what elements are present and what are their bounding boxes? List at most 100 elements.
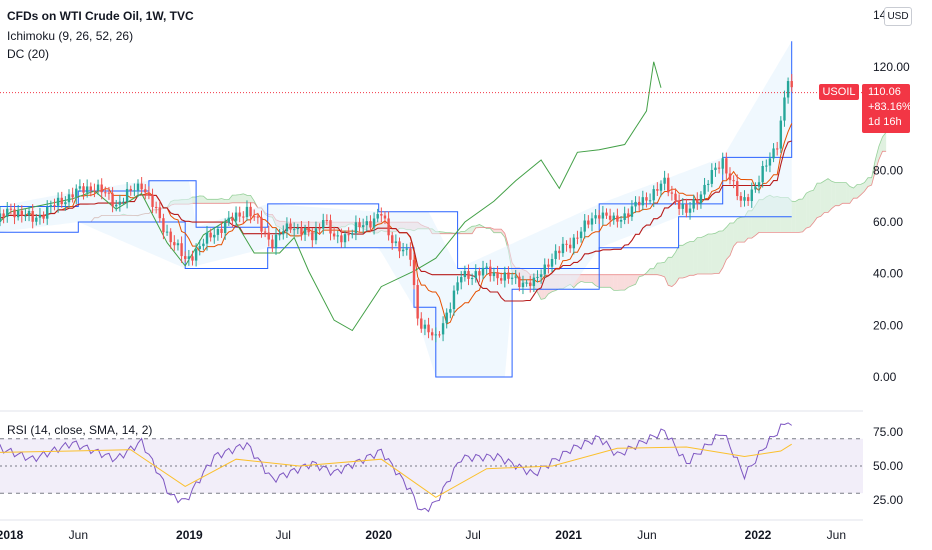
candle <box>656 182 659 196</box>
candle <box>409 242 412 267</box>
candle <box>329 214 332 241</box>
cloud-segment <box>464 228 469 234</box>
y-tick-label: 120.00 <box>873 60 910 74</box>
candle-body <box>67 194 71 203</box>
candle <box>234 206 238 227</box>
candle <box>249 202 252 224</box>
candle <box>147 186 151 200</box>
currency-button[interactable]: USD <box>884 7 912 26</box>
cloud-segment <box>660 262 665 277</box>
candle <box>340 228 343 248</box>
candle <box>652 185 655 208</box>
candle-body <box>420 318 423 329</box>
candle <box>318 223 321 235</box>
cloud-segment <box>708 233 712 274</box>
candle-body <box>369 221 372 228</box>
candle-body <box>423 324 427 329</box>
x-tick-label: 2022 <box>745 528 772 542</box>
candle <box>198 239 201 256</box>
candle <box>438 331 441 338</box>
candle-body <box>303 227 307 235</box>
cloud-segment <box>820 180 825 217</box>
cloud-segment <box>617 274 622 291</box>
candle-body <box>572 237 576 249</box>
y-tick-label: 40.00 <box>873 267 903 281</box>
candle <box>547 258 550 274</box>
candle <box>285 217 289 239</box>
cloud-segment <box>461 231 465 234</box>
candle <box>35 214 38 226</box>
candle-body <box>245 206 249 218</box>
candle <box>42 211 45 224</box>
rsi-legend[interactable]: RSI (14, close, SMA, 14, 2) <box>7 423 153 437</box>
candle <box>434 327 438 343</box>
donchian-channel <box>0 41 793 378</box>
candle <box>568 237 572 253</box>
candle-body <box>717 167 721 169</box>
cloud-segment <box>748 210 752 239</box>
candle <box>521 275 525 295</box>
candle <box>361 218 365 234</box>
candle-body <box>761 165 764 183</box>
candle <box>0 206 2 227</box>
candle <box>231 212 234 228</box>
candle <box>75 184 78 205</box>
candle <box>420 312 423 333</box>
cloud-segment <box>606 274 611 288</box>
candle <box>714 162 717 177</box>
candle-body <box>449 309 452 313</box>
candle <box>474 264 477 283</box>
cloud-segment <box>657 262 661 276</box>
candle-body <box>202 243 205 247</box>
indicator-lines <box>0 61 863 332</box>
candle-body <box>115 204 118 207</box>
candle <box>223 218 227 240</box>
candle <box>82 183 85 200</box>
candle <box>677 194 681 216</box>
candle-body <box>598 215 601 219</box>
candle <box>263 227 267 238</box>
candle-body <box>71 194 74 198</box>
candle-body <box>485 266 488 268</box>
candle <box>529 275 532 293</box>
candle <box>445 308 448 329</box>
candle-body <box>783 97 786 121</box>
candle-body <box>659 183 663 191</box>
candle <box>583 214 586 239</box>
candle <box>71 187 74 203</box>
candle-body <box>361 225 365 228</box>
candle <box>118 194 122 212</box>
ichimoku-legend[interactable]: Ichimoku (9, 26, 52, 26) <box>7 29 134 43</box>
cloud-segment <box>497 229 502 233</box>
last-price: 110.06 <box>868 86 901 98</box>
candle-body <box>158 207 161 219</box>
candle-body <box>594 215 597 219</box>
candle-body <box>558 250 561 254</box>
candle <box>122 197 125 205</box>
candle-body <box>104 192 107 194</box>
candle <box>394 234 398 247</box>
candle <box>253 209 256 221</box>
candle-body <box>365 221 369 226</box>
cloud-segment <box>733 218 738 247</box>
candle-body <box>732 180 735 182</box>
candle <box>460 271 463 290</box>
candle <box>558 246 561 260</box>
candle <box>478 267 481 283</box>
candle-body <box>169 231 172 243</box>
candle-body <box>518 276 521 288</box>
cloud-segment <box>679 245 683 278</box>
candle <box>481 260 485 280</box>
donchian-legend[interactable]: DC (20) <box>7 47 50 61</box>
candle-body <box>750 189 753 202</box>
candle <box>699 191 703 209</box>
candle-body <box>728 173 732 181</box>
candle <box>576 230 579 245</box>
candle-body <box>710 170 714 184</box>
candle <box>470 273 474 286</box>
candle <box>93 183 96 198</box>
candle-body <box>590 218 594 225</box>
candle <box>187 249 191 266</box>
cloud-segment <box>214 199 218 204</box>
